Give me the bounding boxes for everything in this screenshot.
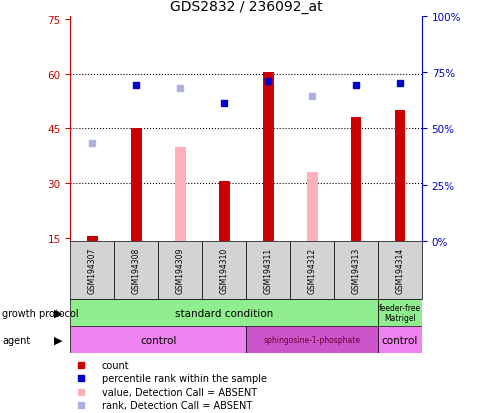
Text: control: control	[381, 335, 417, 345]
Bar	[377, 242, 421, 299]
Bar	[262, 73, 273, 242]
Title: GDS2832 / 236092_at: GDS2832 / 236092_at	[169, 0, 322, 14]
Bar	[114, 242, 158, 299]
Text: agent: agent	[2, 335, 30, 345]
Text: GSM194307: GSM194307	[88, 247, 97, 294]
Text: GSM194311: GSM194311	[263, 247, 272, 294]
Text: GSM194308: GSM194308	[132, 247, 140, 294]
Text: control: control	[140, 335, 176, 345]
Bar	[131, 129, 141, 242]
Text: GSM194312: GSM194312	[307, 247, 316, 294]
Bar	[158, 242, 202, 299]
Bar	[70, 299, 377, 326]
Bar	[377, 299, 421, 326]
Text: rank, Detection Call = ABSENT: rank, Detection Call = ABSENT	[102, 400, 252, 410]
Bar	[289, 242, 333, 299]
Bar	[202, 242, 245, 299]
Bar	[245, 242, 289, 299]
Text: GSM194310: GSM194310	[219, 247, 228, 294]
Text: percentile rank within the sample: percentile rank within the sample	[102, 373, 266, 383]
Bar	[174, 147, 185, 242]
Bar	[393, 111, 405, 242]
Text: GSM194314: GSM194314	[394, 247, 404, 294]
Bar	[306, 173, 317, 242]
Bar	[377, 326, 421, 353]
Text: growth protocol: growth protocol	[2, 308, 79, 318]
Bar	[333, 242, 377, 299]
Bar	[218, 182, 229, 242]
Text: ▶: ▶	[54, 335, 62, 345]
Text: ▶: ▶	[54, 308, 62, 318]
Text: GSM194309: GSM194309	[175, 247, 184, 294]
Text: value, Detection Call = ABSENT: value, Detection Call = ABSENT	[102, 387, 257, 396]
Bar	[87, 236, 98, 242]
Bar	[350, 118, 361, 242]
Text: count: count	[102, 360, 129, 370]
Text: feeder-free
Matrigel: feeder-free Matrigel	[378, 303, 420, 323]
Bar	[70, 326, 245, 353]
Text: sphingosine-1-phosphate: sphingosine-1-phosphate	[263, 335, 360, 344]
Bar	[245, 326, 377, 353]
Bar	[70, 242, 114, 299]
Text: GSM194313: GSM194313	[351, 247, 360, 294]
Text: standard condition: standard condition	[175, 308, 272, 318]
